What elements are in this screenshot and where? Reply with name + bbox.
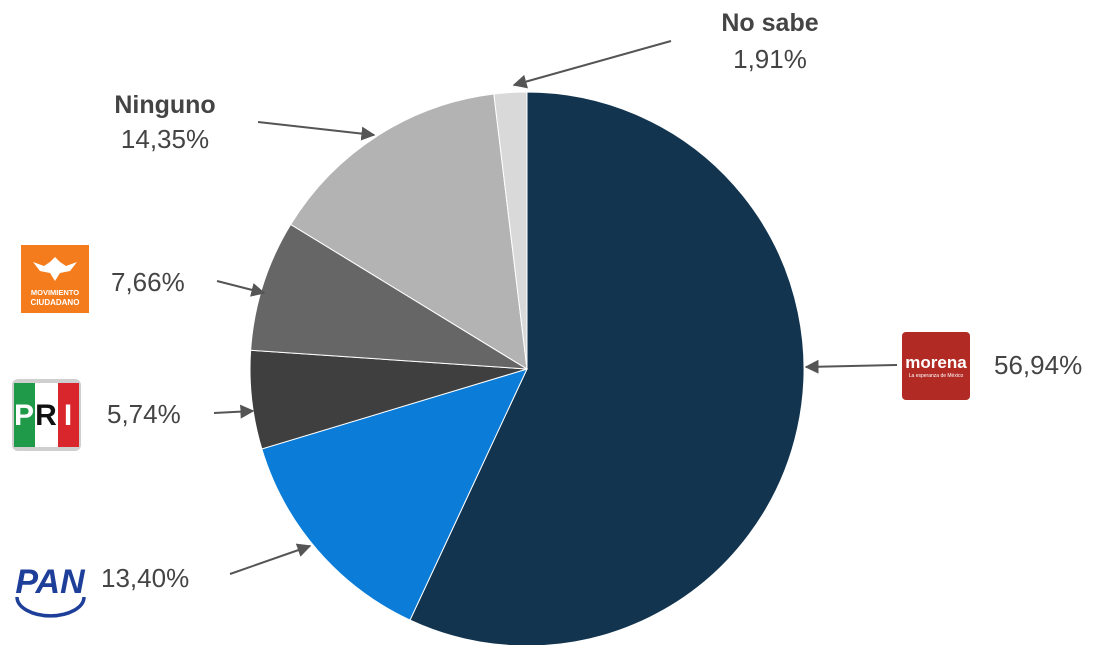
label-ninguno-value: 14,35%: [121, 124, 209, 154]
pan-logo: PAN: [15, 563, 86, 618]
mc-logo-line2: CIUDADANO: [31, 298, 80, 307]
pri-logo-i: I: [64, 399, 72, 432]
pri-logo-r: R: [35, 399, 57, 432]
pan-logo-arc: [15, 596, 86, 618]
pri-logo-p: P: [14, 399, 34, 432]
morena-logo: morena La esperanza de México: [902, 332, 970, 400]
label-nosabe-value: 1,91%: [733, 44, 807, 74]
label-mc-value: 7,66%: [111, 267, 185, 297]
label-pan-value: 13,40%: [101, 563, 189, 593]
label-nosabe-name: No sabe: [721, 9, 818, 37]
label-pri-value: 5,74%: [107, 399, 181, 429]
arrow-mc: [216, 280, 266, 297]
arrow-morena: [804, 359, 898, 374]
movimiento-ciudadano-logo: MOVIMIENTO CIUDADANO: [21, 245, 89, 313]
pie-slice-nosabe: [493, 91, 528, 370]
arrow-ninguno: [257, 121, 376, 141]
morena-logo-slogan: La esperanza de México: [909, 373, 964, 379]
pan-logo-text: PAN: [15, 563, 86, 601]
pie-slices: [249, 91, 805, 645]
label-ninguno-name: Ninguno: [114, 91, 215, 119]
pri-logo: P R I: [12, 379, 81, 451]
label-morena-value: 56,94%: [994, 350, 1082, 380]
mc-logo-line1: MOVIMIENTO: [31, 288, 79, 297]
arrow-nosabe: [512, 40, 672, 89]
arrow-pan: [229, 543, 312, 575]
label-arrows: [213, 40, 898, 575]
pie-slice-pan: [261, 368, 528, 621]
pie-slice-ninguno: [290, 93, 528, 370]
morena-logo-text: morena: [905, 353, 967, 372]
arrow-pri: [213, 404, 255, 419]
eagle-icon: [33, 257, 77, 281]
